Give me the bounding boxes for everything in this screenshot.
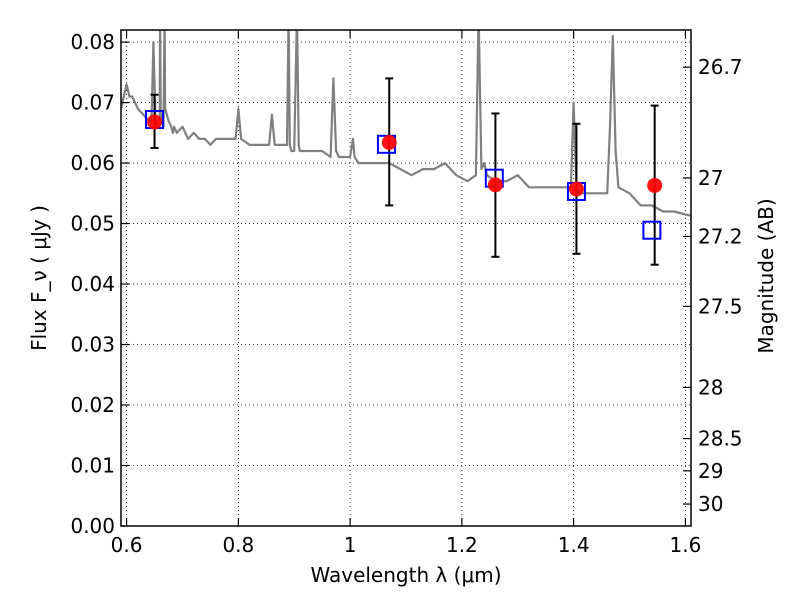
y-tick-label: 0.08 — [70, 30, 115, 54]
data-point — [487, 177, 503, 193]
data-point — [381, 135, 397, 151]
data-point — [647, 177, 663, 193]
y2-tick-label: 27.5 — [698, 294, 743, 318]
ticks: 0.6 0.8 1 1.2 1.4 1.6 0.00 0.01 0.02 0.03 0.04 0.05… — [70, 30, 743, 557]
y-tick-label: 0.04 — [70, 272, 115, 296]
axis-labels: Wavelength λ (μm) Flux F_ν ( μJy ) Magni… — [27, 198, 778, 587]
model-square — [642, 220, 662, 240]
series-layer — [121, 30, 691, 266]
y-tick-label: 0.05 — [70, 212, 115, 236]
y2-tick-label: 27.2 — [698, 224, 743, 248]
y-axis-label: Flux F_ν ( μJy ) — [27, 205, 51, 351]
x-tick-label: 1.4 — [558, 533, 590, 557]
y2-tick-label: 27 — [698, 166, 723, 190]
x-axis-label: Wavelength λ (μm) — [310, 563, 501, 587]
x-tick-label: 0.6 — [111, 533, 143, 557]
data-point — [568, 181, 584, 197]
grid — [121, 30, 691, 527]
plot-frame — [120, 29, 692, 527]
x-tick-label: 1 — [344, 533, 357, 557]
y2-tick-label: 28.5 — [698, 427, 743, 451]
y2-axis-label: Magnitude (AB) — [754, 198, 778, 353]
y-tick-label: 0.03 — [70, 333, 115, 357]
x-tick-label: 1.2 — [446, 533, 478, 557]
x-tick-label: 0.8 — [222, 533, 254, 557]
data-point — [147, 114, 163, 130]
y-tick-label: 0.01 — [70, 454, 115, 478]
y-tick-label: 0.07 — [70, 91, 115, 115]
x-tick-label: 1.6 — [670, 533, 702, 557]
y-tick-label: 0.06 — [70, 151, 115, 175]
y2-tick-label: 29 — [698, 459, 723, 483]
y2-tick-label: 30 — [698, 492, 723, 516]
y2-tick-label: 28 — [698, 375, 723, 399]
y2-tick-label: 26.7 — [698, 55, 743, 79]
y-tick-label: 0.00 — [70, 514, 115, 538]
y-tick-label: 0.02 — [70, 393, 115, 417]
